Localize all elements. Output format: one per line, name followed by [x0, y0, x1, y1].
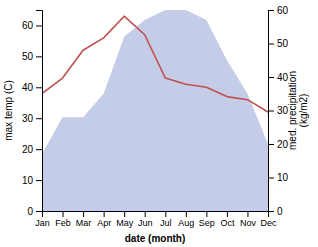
tick-label: Dec: [260, 218, 277, 228]
tick-label: Apr: [97, 218, 111, 228]
y-axis-title: max temp (C): [3, 80, 14, 141]
axis-line: [43, 212, 269, 218]
tick-mark: [165, 211, 166, 217]
tick: Nov: [240, 211, 257, 228]
tick: 0: [27, 206, 42, 217]
tick-label: 50: [277, 38, 289, 49]
x-axis: Jan Feb Mar Apr May Jun Jul Aug Sep Oct NovDec: [35, 211, 277, 228]
tick-mark: [268, 144, 274, 145]
tick-mark: [227, 211, 228, 217]
tick-mark: [247, 211, 248, 217]
tick: 40: [268, 72, 289, 83]
tick-label: May: [116, 218, 134, 228]
tick: 60: [22, 20, 42, 31]
tick: 0: [268, 206, 283, 217]
tick-label: Jan: [35, 218, 50, 228]
tick-label: 0: [277, 206, 283, 217]
tick-mark: [206, 211, 207, 217]
tick: Apr: [97, 211, 111, 228]
tick-mark: [186, 211, 187, 217]
tick-mark: [268, 44, 274, 45]
tick-mark: [36, 25, 42, 26]
tick-label: Nov: [240, 218, 257, 228]
tick: 20: [22, 144, 42, 155]
tick-label: Aug: [178, 218, 194, 228]
tick: 50: [268, 38, 289, 49]
tick: Aug: [178, 211, 194, 228]
tick-mark: [36, 87, 42, 88]
tick: 30: [268, 105, 289, 116]
chart: JanFebMarAprMayJunJulAugSepOctNovDec0102…: [0, 0, 318, 247]
tick-label: Jul: [160, 218, 172, 228]
tick: Oct: [220, 211, 235, 228]
tick-label: 0: [27, 206, 33, 217]
plot: JanFebMarAprMayJunJulAugSepOctNovDec0102…: [3, 5, 309, 244]
tick: Feb: [55, 211, 71, 228]
tick: 50: [22, 51, 42, 62]
tick-label: 40: [22, 82, 34, 93]
tick-mark: [36, 56, 42, 57]
axis-line: [36, 11, 43, 212]
tick: Dec: [260, 211, 277, 228]
tick-mark: [268, 10, 274, 11]
tick: Jan: [35, 211, 50, 228]
title-line: med. precipitation: [287, 71, 298, 150]
tick-mark: [268, 211, 274, 212]
tick: Sep: [199, 211, 215, 228]
y2-axis-title: med. precipitation(kg/m2): [287, 71, 309, 150]
tick-mark: [268, 178, 274, 179]
tick-label: 50: [22, 51, 34, 62]
tick: Mar: [76, 211, 92, 228]
tick-label: Oct: [220, 218, 235, 228]
tick-label: Jun: [138, 218, 153, 228]
marks: [42, 10, 268, 211]
tick-label: Feb: [55, 218, 71, 228]
temp-line: [42, 16, 268, 112]
x-axis-title: date (month): [125, 233, 186, 244]
tick-label: 10: [22, 175, 34, 186]
tick-mark: [36, 211, 42, 212]
tick: 30: [22, 113, 42, 124]
tick-mark: [36, 149, 42, 150]
tick-mark: [145, 211, 146, 217]
y2-axis: 0 10 20 30 40 50 60: [268, 5, 289, 217]
tick-label: 10: [277, 172, 289, 183]
tick-label: 20: [22, 144, 34, 155]
y-axis: 0 10 20 30 40 50 60: [22, 11, 43, 217]
tick: 60: [268, 5, 289, 16]
axis-line: [269, 11, 275, 212]
tick-mark: [36, 180, 42, 181]
tick-label: Mar: [76, 218, 92, 228]
tick-label: 60: [22, 20, 34, 31]
tick-label: 30: [22, 113, 34, 124]
tick-mark: [36, 118, 42, 119]
tick-mark: [268, 111, 274, 112]
tick: Jun: [138, 211, 153, 228]
title-line: (kg/m2): [298, 94, 309, 128]
tick: 10: [22, 175, 42, 186]
tick-mark: [63, 211, 64, 217]
tick-mark: [83, 211, 84, 217]
precip-area: [42, 10, 268, 211]
tick-mark: [268, 77, 274, 78]
tick: 10: [268, 172, 289, 183]
tick: May: [116, 211, 134, 228]
tick-label: 60: [277, 5, 289, 16]
tick-mark: [104, 211, 105, 217]
tick: Jul: [160, 211, 172, 228]
tick-mark: [124, 211, 125, 217]
tick: 20: [268, 139, 289, 150]
tick-label: Sep: [199, 218, 215, 228]
tick: 40: [22, 82, 42, 93]
